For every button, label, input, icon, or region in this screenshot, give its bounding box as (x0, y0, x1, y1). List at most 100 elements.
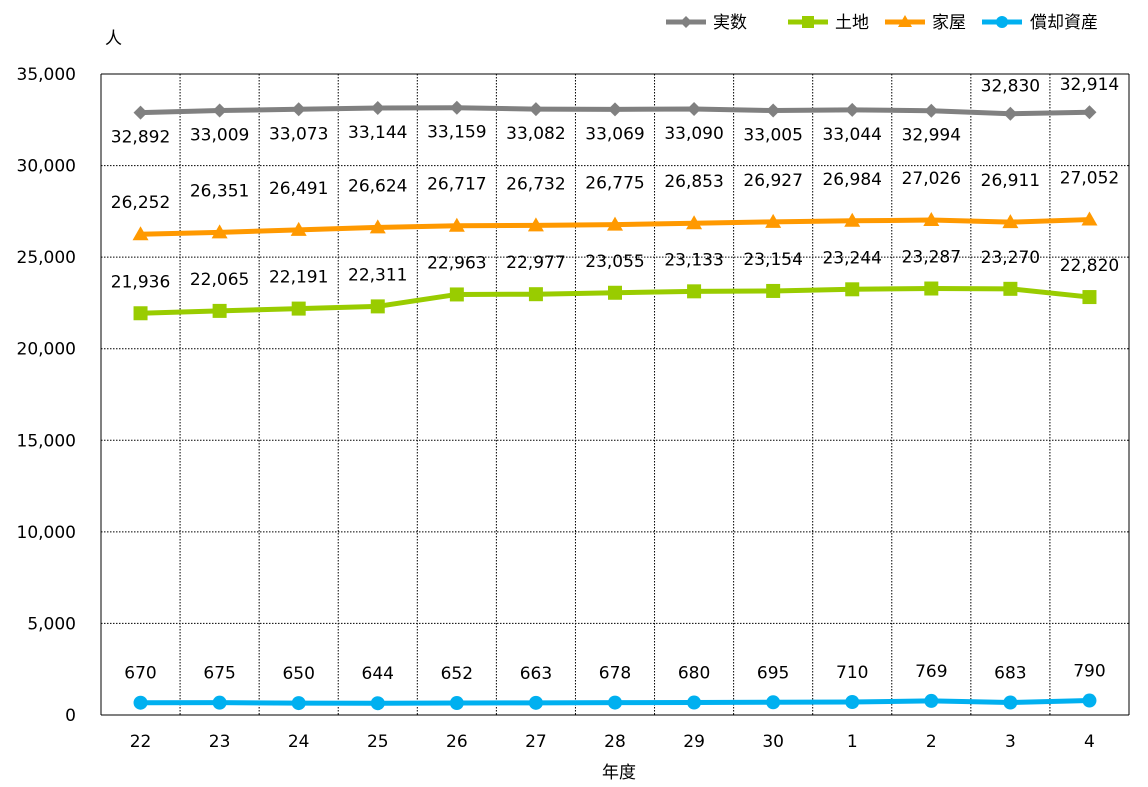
data-point-square (608, 285, 622, 300)
data-label: 710 (836, 663, 868, 683)
x-tick-label: 30 (762, 732, 784, 752)
data-point-square (1003, 281, 1018, 296)
data-label: 32,892 (111, 128, 170, 148)
data-point-square (528, 287, 543, 302)
data-point-triangle (290, 221, 307, 236)
data-point-square (766, 283, 781, 298)
y-axis-unit-label: 人 (105, 29, 122, 49)
data-label: 26,351 (190, 181, 249, 201)
data-label: 33,073 (269, 124, 328, 144)
data-label: 26,624 (348, 176, 407, 196)
x-tick-label: 22 (130, 732, 152, 752)
data-label: 33,090 (664, 124, 723, 144)
data-point-circle (528, 695, 543, 710)
data-point-diamond (528, 102, 543, 117)
data-point-square (802, 16, 814, 28)
data-point-diamond (212, 103, 227, 118)
data-label: 32,994 (902, 126, 961, 146)
data-point-square (845, 282, 860, 297)
data-point-diamond (608, 102, 622, 117)
legend-entry: 家屋 (932, 13, 966, 33)
data-point-square (291, 301, 306, 316)
y-tick-label: 15,000 (17, 431, 76, 451)
data-label: 27,026 (902, 169, 961, 189)
data-label: 26,775 (585, 174, 644, 194)
data-point-circle (687, 695, 702, 710)
x-tick-label: 3 (1005, 732, 1016, 752)
data-point-diamond (680, 16, 692, 28)
data-point-triangle (686, 215, 703, 230)
data-point-diamond (687, 101, 702, 116)
x-axis-title: 年度 (602, 763, 636, 783)
axes: 0 5,000 10,000 15,000 20,000 25,000 30,000 35,0… (17, 65, 1130, 752)
data-point-circle (608, 695, 622, 710)
data-label: 650 (282, 664, 314, 684)
data-point-circle (766, 695, 781, 710)
data-label: 678 (599, 664, 631, 684)
data-point-circle (133, 695, 148, 710)
data-label: 23,244 (822, 248, 881, 268)
data-label: 26,911 (981, 171, 1040, 191)
data-label: 33,144 (348, 123, 407, 143)
data-label: 680 (678, 664, 710, 684)
data-point-diamond (924, 103, 939, 118)
y-tick-label: 0 (65, 706, 76, 726)
data-label: 32,914 (1060, 75, 1119, 95)
x-tick-label: 27 (525, 732, 547, 752)
data-label: 22,963 (427, 253, 486, 273)
data-point-triangle (898, 15, 912, 27)
y-tick-label: 20,000 (17, 340, 76, 360)
data-label: 26,927 (743, 171, 802, 191)
x-tick-label: 4 (1084, 732, 1095, 752)
data-label: 790 (1073, 662, 1105, 682)
data-label: 22,311 (348, 265, 407, 285)
data-point-square (1082, 290, 1097, 305)
data-point-triangle (844, 212, 861, 227)
data-point-triangle (923, 212, 940, 227)
data-label: 670 (124, 664, 156, 684)
data-label: 26,853 (664, 172, 723, 192)
x-tick-label: 1 (847, 732, 858, 752)
x-tick-label: 24 (288, 732, 310, 752)
data-labels: 32,892 33,009 33,073 33,144 33,159 33,082 33,0… (111, 75, 1119, 684)
data-label: 22,820 (1060, 256, 1119, 276)
data-label: 27,052 (1060, 169, 1119, 189)
data-point-triangle (765, 213, 782, 228)
data-point-circle (291, 696, 306, 711)
data-point-square (370, 299, 385, 314)
y-tick-label: 5,000 (27, 614, 76, 634)
legend: 実数 土地 家屋 償却資産 (666, 13, 1098, 33)
data-point-circle (1082, 693, 1097, 708)
data-point-triangle (1081, 211, 1098, 226)
data-label: 26,984 (822, 170, 881, 190)
data-point-triangle (132, 226, 149, 241)
y-tick-label: 10,000 (17, 523, 76, 543)
data-label: 22,977 (506, 253, 565, 273)
data-label: 695 (757, 663, 789, 683)
data-point-square (449, 287, 464, 302)
data-label: 33,159 (427, 123, 486, 143)
x-tick-label: 26 (446, 732, 468, 752)
data-label: 26,252 (111, 193, 170, 213)
data-label: 683 (994, 663, 1026, 683)
data-point-triangle (448, 217, 465, 232)
data-label: 23,055 (585, 252, 644, 272)
data-label: 33,044 (822, 125, 881, 145)
data-point-square (212, 303, 227, 318)
y-tick-label: 30,000 (17, 157, 76, 177)
data-label: 26,491 (269, 179, 328, 199)
legend-entry: 償却資産 (1030, 13, 1098, 33)
data-label: 23,154 (743, 250, 802, 270)
data-label: 23,287 (902, 248, 961, 268)
data-label: 21,936 (111, 272, 170, 292)
data-label: 644 (362, 664, 394, 684)
data-point-circle (1003, 695, 1018, 710)
data-point-square (924, 281, 939, 296)
data-label: 33,005 (743, 126, 802, 146)
data-point-circle (449, 696, 464, 711)
data-label: 663 (520, 664, 552, 684)
data-point-diamond (845, 102, 860, 117)
data-point-diamond (449, 100, 464, 115)
data-point-square (687, 284, 702, 299)
